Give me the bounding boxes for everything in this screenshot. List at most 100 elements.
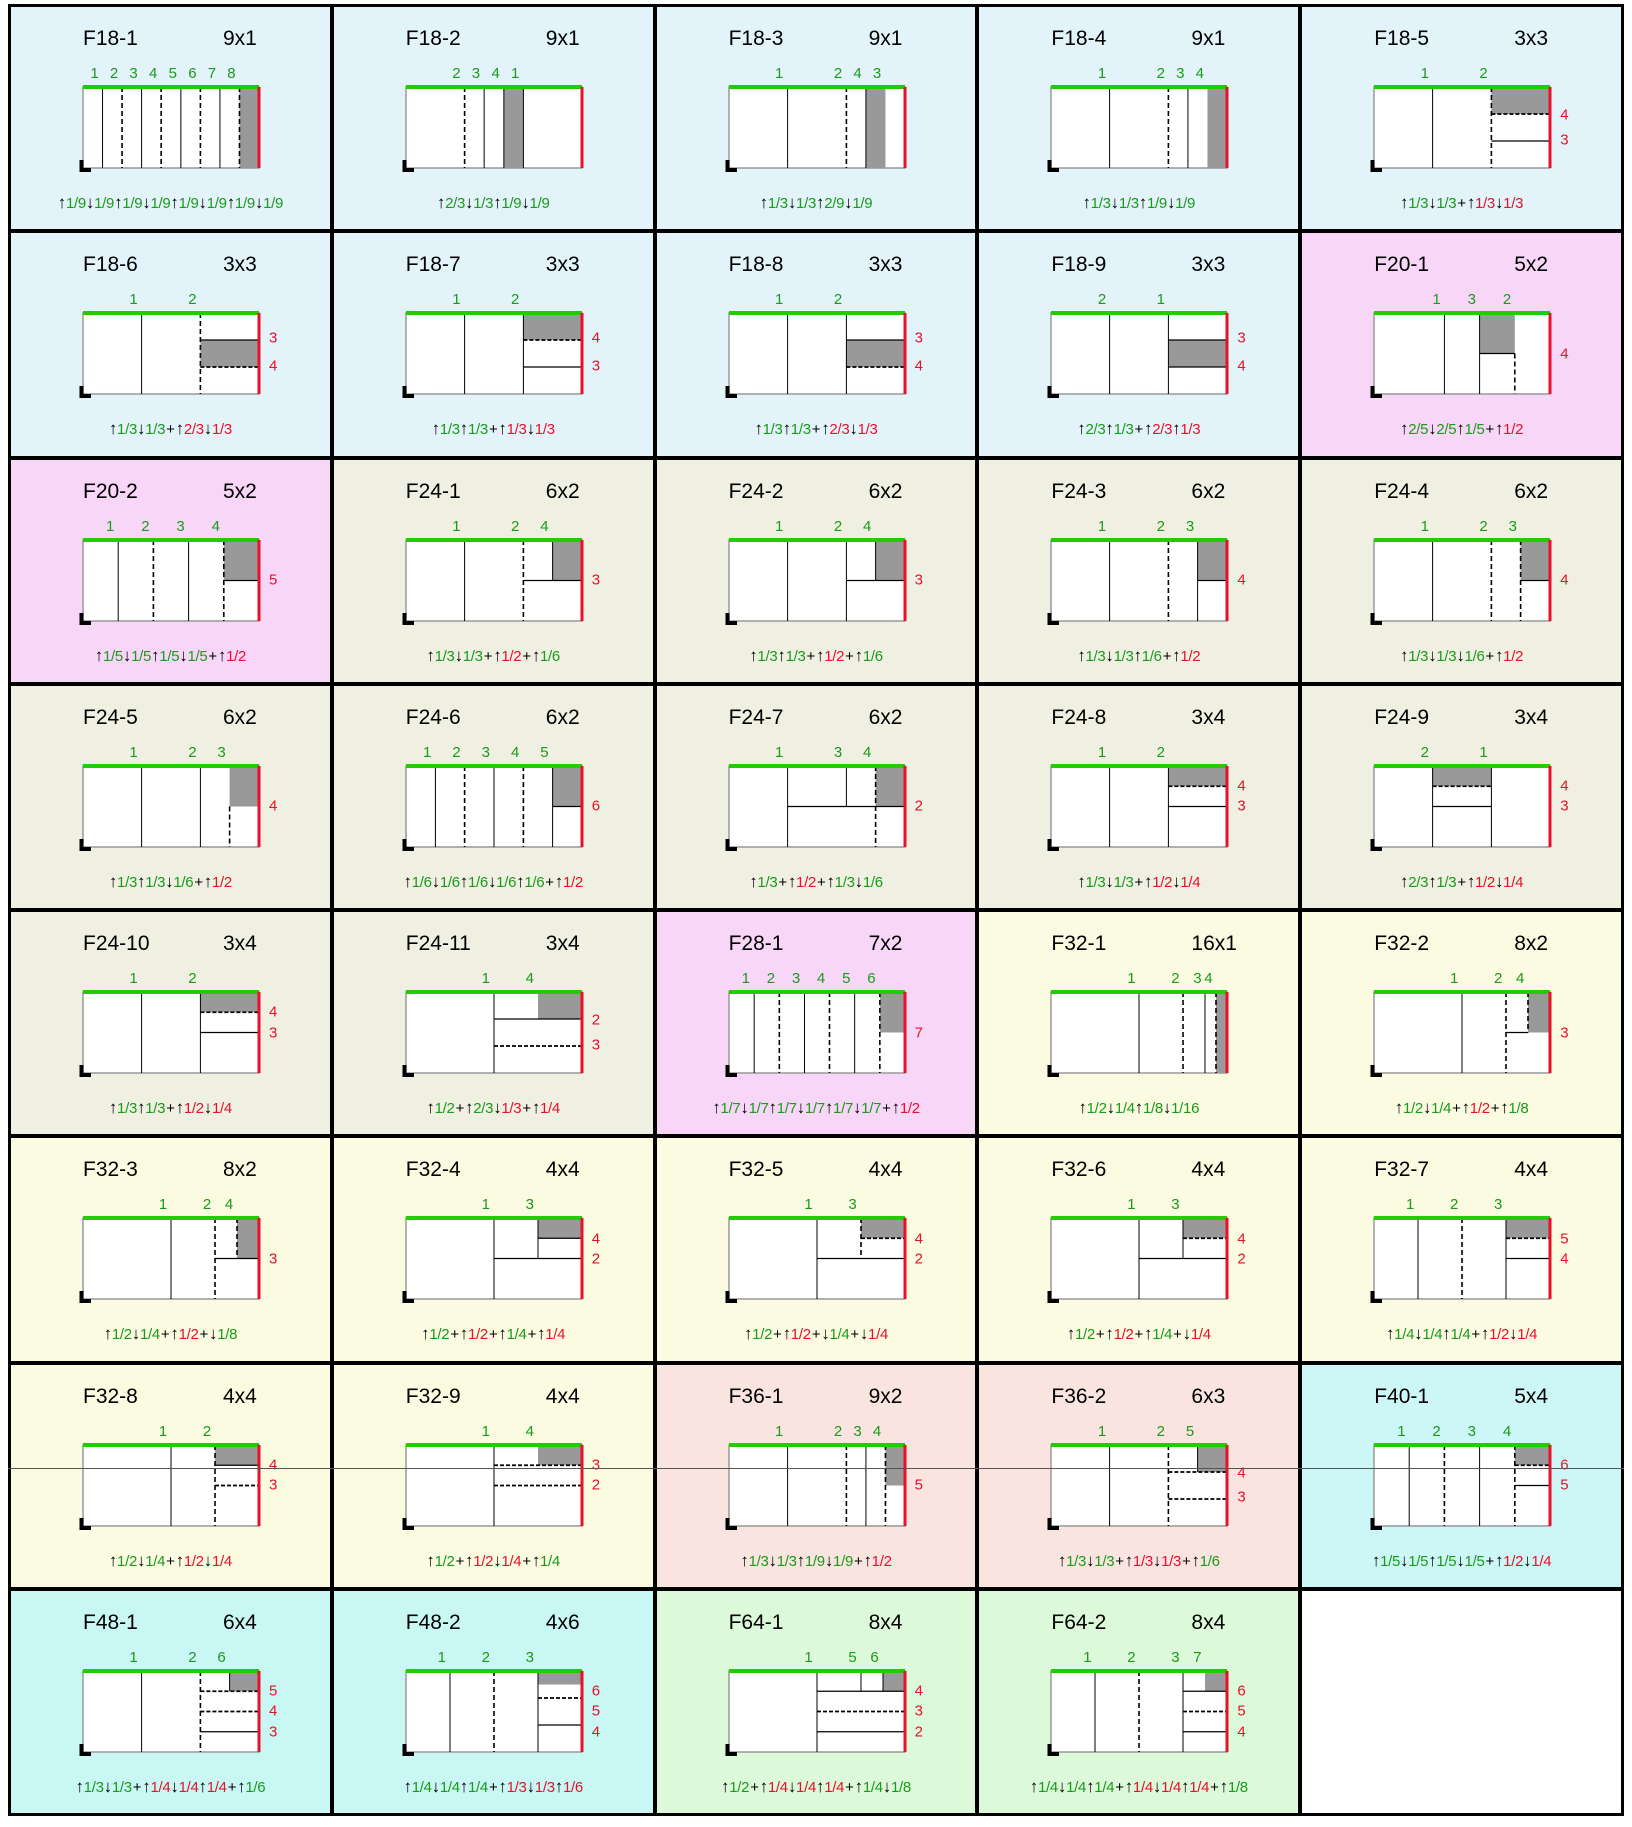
fold-fraction: 1/3 [1436,873,1457,891]
arrow-down-icon: ↓ [1494,193,1504,212]
arrow-up-icon: ↑ [137,871,146,891]
plus-sign: + [811,421,821,439]
arrow-down-icon: ↓ [1456,645,1465,665]
plus-sign: + [853,1552,863,1570]
arrow-up-icon: ↑ [749,871,758,891]
fold-fraction: 1/4 [211,1100,232,1117]
fold-formula: ↑1/2+↑1/4↓1/4↑1/4+↑1/4↓1/8 [657,1777,976,1797]
arrow-down-icon: ↓ [487,871,497,891]
fold-diagram [1047,763,1229,851]
fold-fraction: 1/3 [1094,1552,1115,1570]
fold-formula: ↑1/3↓1/3+↑1/3↓1/3 [1302,193,1621,213]
plus-sign: + [166,421,175,439]
cell-dimensions: 7x2 [868,932,903,955]
arrow-up-icon: ↑ [498,1324,507,1344]
fold-formula: ↑1/2+↑1/2+↑1/4+↓1/4 [979,1324,1298,1344]
arrow-down-icon: ↓ [1172,871,1181,891]
fold-order-label-right: 3 [269,1250,278,1268]
fold-cell: F18-8 3x3 1 2 3 4 ↑1/3↑1/3+↑2/3↓1/3 [656,233,976,456]
fold-order-label: 2 [833,517,843,535]
fold-fraction: 2/5 [1436,421,1457,439]
arrow-up-icon: ↑ [137,1098,146,1117]
folded-region [1207,87,1228,168]
plus-sign: + [806,647,816,665]
fold-fraction: 1/2 [752,1326,773,1344]
fold-order-label: 1 [775,65,784,82]
fold-order-label: 2 [188,743,197,761]
fold-fraction: 1/6 [1141,647,1162,665]
fold-fraction: 1/4 [540,1552,560,1570]
plus-sign: + [1210,1778,1219,1796]
fold-diagram [1370,85,1552,172]
folded-region [1432,765,1492,786]
fold-order-label: 4 [1502,1422,1512,1440]
fold-order-label-right: 4 [1237,571,1246,589]
folded-region [229,765,259,807]
fold-order-label-right: 2 [914,1723,923,1740]
fold-formula: ↑1/2↓1/4+↑1/2+↓1/8 [11,1324,330,1344]
arrow-down-icon: ↓ [824,1550,834,1570]
fold-order-label: 4 [816,970,826,987]
arrow-down-icon: ↓ [493,1098,502,1117]
fold-fraction: 2/3 [445,195,466,212]
cell-dimensions: 8x4 [1191,1610,1226,1634]
corner-mark [79,1743,91,1756]
arrow-up-icon: ↑ [1105,419,1114,439]
arrow-down-icon: ↓ [849,419,858,439]
fold-order-label: 1 [158,1422,168,1440]
corner-mark [79,1517,91,1530]
cell-title: F32-1 [1051,932,1107,955]
cell-dimensions: 4x4 [223,1384,257,1408]
fold-diagram [1047,311,1229,399]
fold-fraction: 1/4 [1450,1326,1471,1344]
fold-order-label: 3 [1171,1648,1180,1666]
fold-fraction: 1/4 [1531,1552,1552,1570]
fold-fraction: 1/6 [245,1778,266,1796]
corner-mark [402,386,414,399]
fold-fraction: 2/3 [183,421,204,439]
cell-dimensions: 8x4 [868,1610,903,1634]
folded-region [1183,1218,1228,1239]
cell-dimensions: 6x2 [545,705,580,729]
fold-formula: ↑1/3↓1/3↓1/6+↑1/2 [1302,646,1621,666]
fold-order-label: 2 [766,970,776,987]
fold-order-label-right: 4 [1237,777,1246,795]
fold-order-label: 1 [1097,743,1107,761]
folded-region [1491,87,1551,114]
fold-fraction: 1/3 [117,1100,137,1117]
fold-fraction: 1/3 [1436,195,1457,212]
fold-order-label-right: 6 [1560,1456,1569,1474]
fold-fraction: 1/5 [102,647,123,665]
fold-order-label-right: 3 [914,571,923,589]
arrow-down-icon: ↓ [209,1324,218,1344]
fold-order-label: 6 [188,65,197,82]
fold-fraction: 1/4 [1503,873,1524,891]
fold-cell: F32-5 4x4 1 3 4 2 ↑1/2+↑1/2+↓1/4+↓1/4 [656,1138,976,1361]
plus-sign: + [845,1778,854,1796]
fold-fraction: 2/9 [824,195,845,212]
fold-fraction: 1/3 [1113,647,1134,665]
arrow-up-icon: ↑ [1057,1550,1067,1570]
arrow-down-icon: ↓ [165,871,174,891]
arrow-down-icon: ↓ [1152,1550,1162,1570]
fold-diagram [79,1668,261,1756]
fold-order-label: 1 [1397,1422,1406,1440]
fold-order-label: 3 [481,743,490,761]
arrow-up-icon: ↑ [743,1324,753,1344]
cell-title: F18-4 [1051,27,1107,50]
fold-order-label: 2 [1097,291,1107,309]
cell-title: F24-6 [405,705,461,729]
fold-cell: F20-1 5x2 1 3 2 4 ↑2/5↓2/5↑1/5+↑1/2 [1302,233,1621,456]
arrow-up-icon: ↑ [721,1776,730,1796]
fold-fraction: 1/4 [1189,1778,1210,1796]
fold-order-label-right: 6 [591,797,601,815]
fold-order-label: 4 [525,1422,534,1440]
corner-mark [725,386,737,399]
fold-order-label: 3 [1176,65,1185,82]
arrow-down-icon: ↓ [854,871,864,891]
fold-fraction: 1/3 [1408,195,1429,212]
fold-fraction: 1/2 [1503,1552,1524,1570]
fold-fraction: 1/3 [506,421,527,439]
fold-order-label-right: 4 [591,1230,601,1247]
fold-fraction: 1/3 [776,1552,797,1570]
